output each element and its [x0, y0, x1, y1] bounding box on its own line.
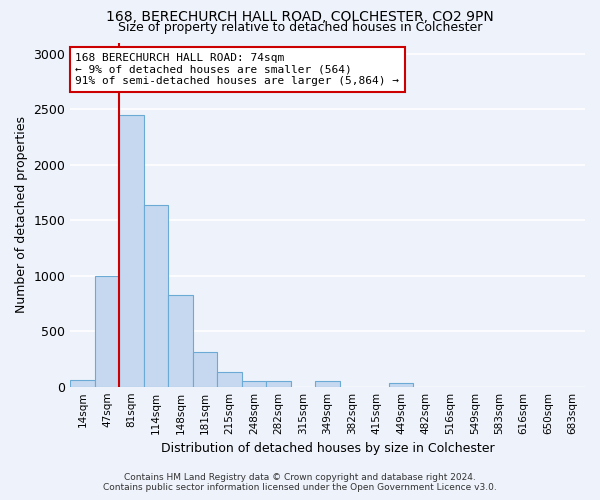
- Bar: [266, 381, 291, 386]
- Bar: [119, 114, 144, 386]
- Bar: [70, 380, 95, 386]
- Bar: [316, 380, 340, 386]
- Text: Size of property relative to detached houses in Colchester: Size of property relative to detached ho…: [118, 21, 482, 34]
- Bar: [217, 372, 242, 386]
- Bar: [389, 384, 413, 386]
- Text: 168, BERECHURCH HALL ROAD, COLCHESTER, CO2 9PN: 168, BERECHURCH HALL ROAD, COLCHESTER, C…: [106, 10, 494, 24]
- Bar: [144, 204, 169, 386]
- Bar: [242, 380, 266, 386]
- Y-axis label: Number of detached properties: Number of detached properties: [15, 116, 28, 313]
- Bar: [95, 276, 119, 386]
- X-axis label: Distribution of detached houses by size in Colchester: Distribution of detached houses by size …: [161, 442, 494, 455]
- Text: Contains HM Land Registry data © Crown copyright and database right 2024.
Contai: Contains HM Land Registry data © Crown c…: [103, 473, 497, 492]
- Bar: [169, 294, 193, 386]
- Text: 168 BERECHURCH HALL ROAD: 74sqm
← 9% of detached houses are smaller (564)
91% of: 168 BERECHURCH HALL ROAD: 74sqm ← 9% of …: [76, 53, 400, 86]
- Bar: [193, 352, 217, 386]
